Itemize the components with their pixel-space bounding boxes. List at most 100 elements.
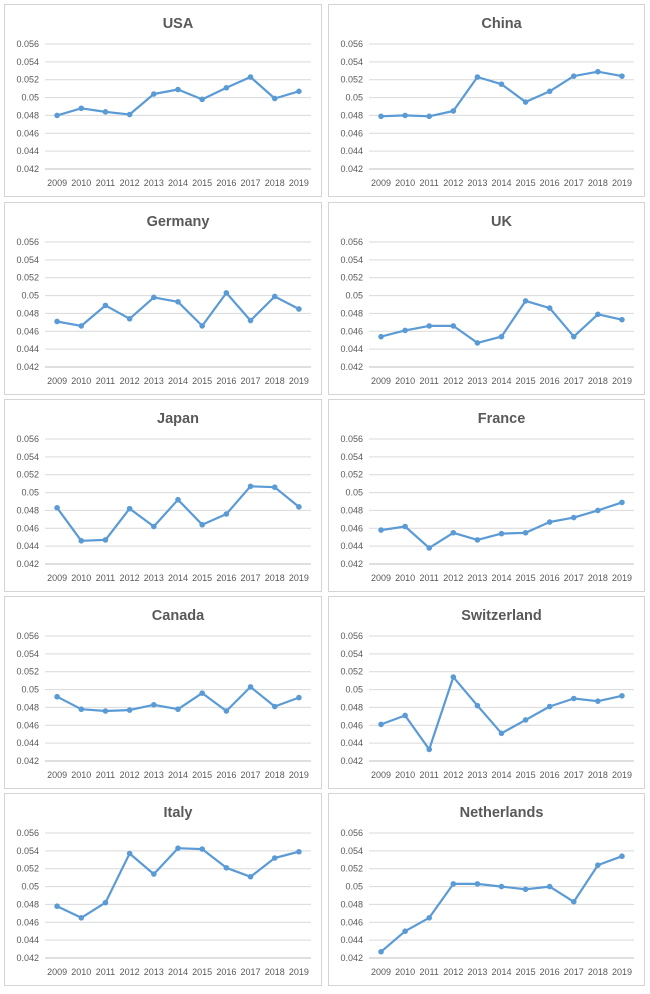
x-tick-label: 2014 bbox=[491, 967, 511, 977]
x-tick-label: 2013 bbox=[144, 573, 164, 583]
data-point bbox=[450, 881, 457, 887]
x-tick-label: 2015 bbox=[516, 573, 536, 583]
x-tick-label: 2012 bbox=[443, 376, 463, 386]
chart-title: UK bbox=[491, 214, 512, 230]
x-tick-label: 2019 bbox=[612, 376, 632, 386]
y-tick-label: 0.044 bbox=[340, 541, 363, 551]
x-tick-label: 2010 bbox=[71, 376, 91, 386]
data-point bbox=[54, 903, 60, 910]
x-tick-label: 2010 bbox=[395, 376, 415, 386]
data-point bbox=[619, 693, 625, 699]
x-tick-label: 2018 bbox=[265, 770, 285, 780]
x-tick-label: 2016 bbox=[216, 376, 236, 386]
y-tick-label: 0.042 bbox=[16, 756, 39, 766]
data-point bbox=[247, 873, 254, 880]
x-tick-label: 2010 bbox=[395, 770, 415, 780]
series-line bbox=[379, 501, 624, 549]
y-tick-label: 0.052 bbox=[340, 470, 363, 480]
x-tick-label: 2011 bbox=[420, 376, 439, 386]
x-tick-label: 2018 bbox=[588, 178, 608, 188]
x-tick-label: 2016 bbox=[540, 770, 560, 780]
x-tick-label: 2015 bbox=[192, 376, 212, 386]
x-tick-label: 2012 bbox=[120, 573, 140, 583]
data-point bbox=[378, 113, 384, 120]
chart-panel-uk: UK 0.042 0.044 0.046 0.048 0.05 0.052 0.054 0.05… bbox=[328, 202, 645, 395]
data-point bbox=[522, 529, 529, 536]
data-point bbox=[378, 948, 384, 955]
data-point bbox=[175, 706, 181, 713]
x-tick-label: 2018 bbox=[265, 178, 285, 188]
data-point bbox=[296, 306, 302, 312]
data-point bbox=[474, 340, 481, 346]
y-tick-label: 0.046 bbox=[340, 128, 363, 138]
x-tick-label: 2009 bbox=[371, 376, 391, 386]
y-tick-label: 0.052 bbox=[340, 864, 363, 874]
x-tick-label: 2009 bbox=[371, 573, 391, 583]
x-tick-label: 2017 bbox=[564, 178, 584, 188]
x-tick-label: 2015 bbox=[192, 178, 212, 188]
y-tick-label: 0.048 bbox=[16, 505, 39, 515]
data-point bbox=[296, 848, 302, 855]
y-tick-label: 0.044 bbox=[340, 738, 363, 748]
chart-panel-china: China 0.042 0.044 0.046 0.048 0.05 0.052 0.054 0… bbox=[328, 4, 645, 197]
x-tick-label: 2013 bbox=[467, 178, 487, 188]
y-tick-label: 0.05 bbox=[21, 882, 39, 892]
y-tick-label: 0.056 bbox=[340, 434, 363, 444]
x-tick-label: 2015 bbox=[192, 770, 212, 780]
chart-svg: Germany 0.042 0.044 0.046 0.048 0.05 0.052 0.05… bbox=[16, 214, 311, 386]
x-tick-label: 2015 bbox=[516, 178, 536, 188]
chart-svg: Netherlands 0.042 0.044 0.046 0.048 0.05 0.052… bbox=[340, 805, 634, 977]
x-tick-label: 2012 bbox=[120, 376, 140, 386]
x-tick-label: 2017 bbox=[241, 573, 261, 583]
chart-title: Italy bbox=[163, 805, 192, 821]
y-tick-label: 0.052 bbox=[16, 75, 39, 85]
data-point bbox=[126, 707, 133, 713]
data-point bbox=[247, 483, 254, 490]
chart-svg: Japan 0.042 0.044 0.046 0.048 0.05 0.052 0.054 0… bbox=[16, 411, 311, 583]
data-point bbox=[474, 537, 481, 543]
series-line bbox=[55, 291, 300, 328]
data-point bbox=[474, 881, 481, 887]
y-tick-label: 0.046 bbox=[16, 326, 39, 336]
data-point bbox=[402, 327, 408, 334]
x-tick-label: 2009 bbox=[371, 967, 391, 977]
y-tick-label: 0.054 bbox=[16, 649, 39, 659]
x-tick-label: 2018 bbox=[265, 573, 285, 583]
chart-svg: Switzerland 0.042 0.044 0.046 0.048 0.05 0.052… bbox=[340, 608, 634, 780]
chart-title: Germany bbox=[147, 214, 210, 230]
x-tick-label: 2014 bbox=[168, 770, 188, 780]
data-point bbox=[450, 674, 457, 680]
y-tick-label: 0.046 bbox=[16, 128, 39, 138]
data-point bbox=[402, 712, 408, 719]
x-tick-label: 2019 bbox=[612, 967, 632, 977]
data-point bbox=[546, 883, 553, 890]
y-tick-label: 0.046 bbox=[16, 917, 39, 927]
data-point bbox=[78, 537, 85, 544]
data-point bbox=[570, 695, 577, 702]
x-tick-label: 2010 bbox=[71, 770, 91, 780]
data-point bbox=[78, 323, 85, 329]
x-tick-label: 2019 bbox=[612, 770, 632, 780]
chart-title: USA bbox=[163, 16, 194, 32]
y-tick-label: 0.042 bbox=[16, 559, 39, 569]
data-point bbox=[522, 99, 529, 105]
chart-svg: Italy 0.042 0.044 0.046 0.048 0.05 0.052 0.054 0… bbox=[16, 805, 311, 977]
y-tick-label: 0.056 bbox=[340, 39, 363, 49]
x-tick-label: 2017 bbox=[564, 770, 584, 780]
y-tick-label: 0.046 bbox=[340, 917, 363, 927]
x-tick-label: 2017 bbox=[241, 967, 261, 977]
x-tick-label: 2011 bbox=[96, 770, 115, 780]
chart-panel-canada: Canada 0.042 0.044 0.046 0.048 0.05 0.052 0.054… bbox=[4, 596, 322, 789]
x-tick-label: 2012 bbox=[443, 573, 463, 583]
data-point bbox=[619, 73, 625, 79]
chart-panel-italy: Italy 0.042 0.044 0.046 0.048 0.05 0.052 0.054 0… bbox=[4, 793, 322, 986]
y-tick-label: 0.05 bbox=[345, 291, 363, 301]
y-tick-label: 0.048 bbox=[340, 505, 363, 515]
data-point bbox=[378, 527, 384, 533]
data-point bbox=[570, 73, 577, 79]
y-tick-label: 0.048 bbox=[16, 110, 39, 120]
data-point bbox=[78, 105, 85, 112]
data-point bbox=[223, 84, 230, 91]
data-point bbox=[223, 511, 230, 517]
data-point bbox=[498, 730, 505, 737]
